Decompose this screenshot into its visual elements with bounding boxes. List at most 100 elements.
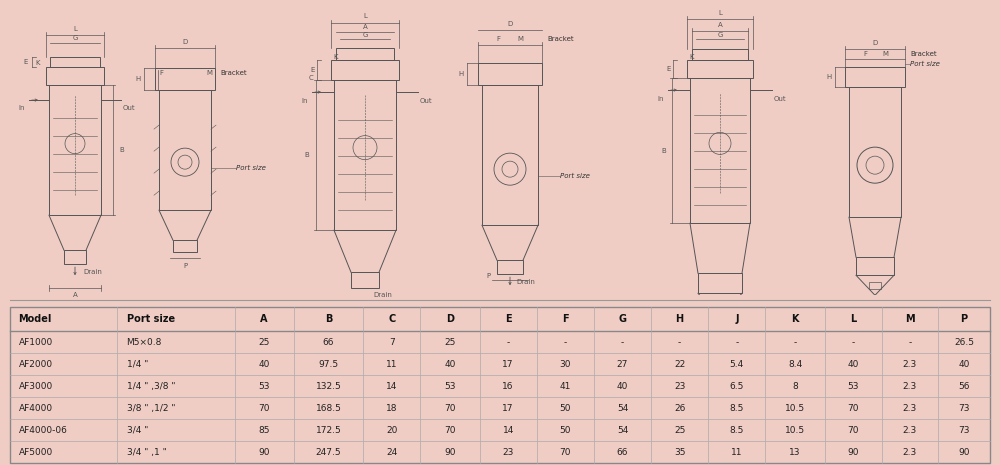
Text: L: L [850,314,856,324]
Text: 13: 13 [789,447,801,457]
Bar [856,257,894,275]
Text: Bracket: Bracket [910,51,937,57]
Text: D: D [872,40,878,46]
Text: Port size: Port size [560,173,590,179]
Text: -: - [507,338,510,347]
Bar [331,60,399,80]
Text: K: K [791,314,799,324]
Text: 66: 66 [617,447,628,457]
Text: P: P [183,263,187,269]
Text: 7: 7 [389,338,395,347]
Text: 8: 8 [792,382,798,391]
Text: 40: 40 [848,359,859,369]
Text: 3/8 " ,1/2 ": 3/8 " ,1/2 " [127,404,175,412]
Text: G: G [618,314,626,324]
Text: B: B [661,148,666,153]
Text: E: E [667,66,671,72]
Text: E: E [505,314,511,324]
Text: F: F [159,70,163,76]
Text: M5×0.8: M5×0.8 [127,338,162,347]
Text: In: In [18,105,25,111]
Text: 8.4: 8.4 [788,359,802,369]
Text: 70: 70 [258,404,270,412]
Text: A: A [260,314,268,324]
Text: Bracket: Bracket [220,70,247,76]
Text: 16: 16 [502,382,514,391]
Text: H: H [676,314,684,324]
Text: -: - [908,338,911,347]
Text: Model: Model [19,314,52,324]
Text: 11: 11 [731,447,743,457]
Text: 23: 23 [674,382,685,391]
Text: 53: 53 [847,382,859,391]
Text: H: H [826,74,832,80]
Bar [46,67,104,85]
Bar [690,78,750,223]
Text: 14: 14 [386,382,397,391]
Bar [50,57,100,67]
Text: D: D [507,21,513,27]
Bar [698,273,742,293]
Text: 2.3: 2.3 [903,447,917,457]
Text: 18: 18 [386,404,398,412]
Text: 168.5: 168.5 [316,404,341,412]
Text: D: D [446,314,454,324]
Text: 2.3: 2.3 [903,425,917,435]
Text: Drain: Drain [516,279,535,285]
Text: 17: 17 [502,404,514,412]
Text: L: L [718,10,722,16]
Text: AF1000: AF1000 [19,338,53,347]
Text: B: B [325,314,332,324]
Text: 97.5: 97.5 [318,359,339,369]
Text: K: K [334,54,338,60]
Text: In: In [302,98,308,104]
Bar [351,272,379,288]
Text: -: - [621,338,624,347]
Text: AF2000: AF2000 [19,359,53,369]
Text: B: B [119,147,124,153]
Text: 5.4: 5.4 [730,359,744,369]
Bar [155,68,215,90]
Text: 73: 73 [958,425,970,435]
Text: 132.5: 132.5 [316,382,341,391]
Text: 1/4 ": 1/4 " [127,359,148,369]
Text: 11: 11 [386,359,398,369]
Text: F: F [496,36,500,42]
Text: 2.3: 2.3 [903,359,917,369]
Text: 35: 35 [674,447,685,457]
Text: Out: Out [774,96,787,102]
Text: Out: Out [420,98,433,104]
Text: 50: 50 [560,425,571,435]
Text: M: M [206,70,212,76]
Bar [482,85,538,225]
Text: 40: 40 [617,382,628,391]
Text: 40: 40 [444,359,456,369]
Text: -: - [735,338,738,347]
Text: 90: 90 [444,447,456,457]
Text: C: C [309,75,313,81]
Text: 85: 85 [258,425,270,435]
Text: Drain: Drain [373,292,392,298]
Bar [687,60,753,78]
Text: 2.3: 2.3 [903,382,917,391]
Text: 54: 54 [617,425,628,435]
Text: 40: 40 [258,359,270,369]
Text: H: H [135,76,141,82]
Text: 54: 54 [617,404,628,412]
Text: 1/4 " ,3/8 ": 1/4 " ,3/8 " [127,382,175,391]
Text: AF4000-06: AF4000-06 [19,425,67,435]
Text: A: A [718,22,722,28]
Text: G: G [72,35,78,41]
Text: 14: 14 [502,425,514,435]
Text: 90: 90 [258,447,270,457]
Text: 26: 26 [674,404,685,412]
Text: F: F [562,314,569,324]
Text: P: P [486,273,490,279]
Text: J: J [735,314,739,324]
Text: 53: 53 [258,382,270,391]
Text: 40: 40 [958,359,970,369]
Text: -: - [793,338,797,347]
Text: 172.5: 172.5 [316,425,341,435]
Bar [497,260,523,274]
Text: A: A [73,292,77,298]
